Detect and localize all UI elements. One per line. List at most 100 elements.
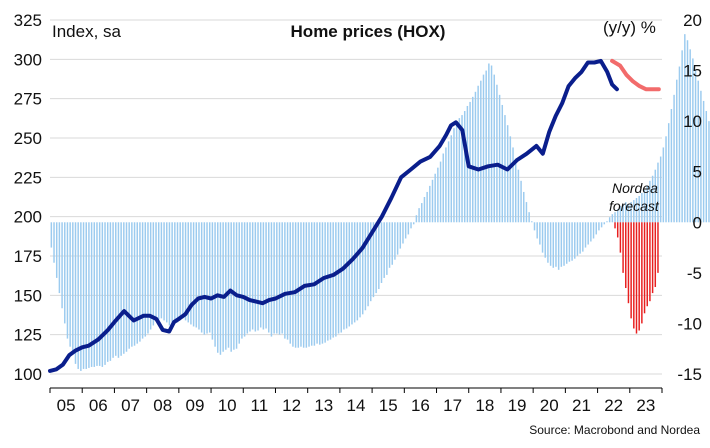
yoy-bar xyxy=(378,222,380,290)
yoy-bar xyxy=(531,221,533,223)
yoy-bar xyxy=(592,222,595,239)
yoy-bar xyxy=(184,222,187,321)
right-tick-label: 10 xyxy=(683,112,702,131)
yoy-bar xyxy=(523,191,525,223)
yoy-bar xyxy=(329,222,332,340)
yoy-bar xyxy=(58,222,61,294)
x-tick-label: 06 xyxy=(89,396,108,415)
yoy-bar xyxy=(278,222,281,335)
yoy-bar xyxy=(364,222,367,311)
yoy-bar xyxy=(230,222,232,352)
yoy-bar xyxy=(667,123,670,223)
yoy-bar xyxy=(616,209,619,223)
yoy-bar xyxy=(651,175,654,223)
yoy-bar xyxy=(219,222,222,355)
yoy-bar xyxy=(453,128,455,223)
yoy-bar xyxy=(676,79,678,223)
yoy-bar xyxy=(147,222,149,334)
yoy-bar xyxy=(104,222,106,365)
yoy-bar xyxy=(418,208,420,223)
yoy-bar xyxy=(214,222,216,347)
left-tick-label: 300 xyxy=(14,50,42,69)
yoy-bar xyxy=(195,222,198,328)
yoy-bar xyxy=(480,80,482,223)
yoy-bar xyxy=(404,222,407,239)
yoy-bar xyxy=(190,222,192,325)
yoy-bar xyxy=(176,222,179,323)
yoy-bar xyxy=(407,222,410,235)
left-tick-label: 200 xyxy=(14,208,42,227)
yoy-bar xyxy=(490,65,493,223)
yoy-bar xyxy=(235,222,238,349)
axes: 100125150175200225250275300325-15-10-505… xyxy=(14,11,702,415)
yoy-bar xyxy=(474,91,477,223)
yoy-bar xyxy=(549,222,552,266)
yoy-bar xyxy=(461,115,463,223)
yoy-bar xyxy=(488,63,490,223)
yoy-bar xyxy=(402,222,404,244)
yoy-bar xyxy=(684,34,686,223)
x-tick-label: 07 xyxy=(121,396,140,415)
yoy-bar xyxy=(238,222,240,344)
yoy-bar xyxy=(485,70,487,223)
yoy-bar xyxy=(450,135,453,223)
yoy-bar xyxy=(429,185,431,223)
yoy-bar xyxy=(297,222,300,348)
yoy-bar xyxy=(133,222,136,346)
yoy-bar xyxy=(439,161,442,223)
yoy-bar xyxy=(321,222,324,344)
yoy-bar xyxy=(557,222,560,270)
yoy-bar xyxy=(595,222,597,235)
yoy-bar xyxy=(635,222,638,334)
yoy-bar xyxy=(182,222,184,319)
yoy-bar xyxy=(61,222,63,309)
yoy-bar xyxy=(289,222,291,344)
yoy-bar xyxy=(149,222,152,330)
yoy-bar xyxy=(694,69,697,223)
x-tick-label: 11 xyxy=(251,396,269,415)
x-tick-label: 09 xyxy=(185,396,204,415)
yoy-bar xyxy=(598,222,600,231)
yoy-bar xyxy=(654,222,657,288)
yoy-bar xyxy=(361,222,364,315)
yoy-bar xyxy=(163,222,165,321)
yoy-bar xyxy=(155,222,157,322)
yoy-bar xyxy=(233,222,235,350)
yoy-bar xyxy=(117,222,120,358)
yoy-bar xyxy=(370,222,372,302)
yoy-bar xyxy=(259,222,262,328)
yoy-bar xyxy=(590,222,592,242)
yoy-bar xyxy=(552,222,555,268)
forecast-annotation: Nordea forecast xyxy=(609,180,662,214)
yoy-bar xyxy=(128,222,130,349)
yoy-bar xyxy=(359,222,361,318)
yoy-bar xyxy=(367,222,369,307)
yoy-bar xyxy=(96,222,98,366)
yoy-bar xyxy=(528,212,530,223)
yoy-bar xyxy=(53,222,55,263)
yoy-bar xyxy=(268,222,270,333)
yoy-bar xyxy=(659,156,662,223)
yoy-bar xyxy=(273,222,275,334)
yoy-bar xyxy=(544,222,546,258)
yoy-bar xyxy=(469,101,471,223)
yoy-bar xyxy=(657,222,659,273)
yoy-bar xyxy=(120,222,122,356)
yoy-bar xyxy=(611,214,614,223)
right-tick-label: 20 xyxy=(683,11,702,30)
yoy-bar xyxy=(386,222,388,275)
yoy-bar xyxy=(217,222,219,353)
left-tick-label: 125 xyxy=(14,326,42,345)
yoy-bar xyxy=(458,118,461,223)
yoy-bar xyxy=(657,162,659,223)
yoy-bar xyxy=(600,222,603,228)
yoy-bar xyxy=(168,222,171,326)
yoy-bar xyxy=(160,222,163,319)
yoy-bar xyxy=(633,222,635,329)
yoy-bar xyxy=(375,222,377,294)
yoy-bar xyxy=(603,222,606,225)
yoy-bar xyxy=(563,222,565,266)
yoy-bar xyxy=(649,180,651,223)
yoy-bar xyxy=(157,222,160,320)
